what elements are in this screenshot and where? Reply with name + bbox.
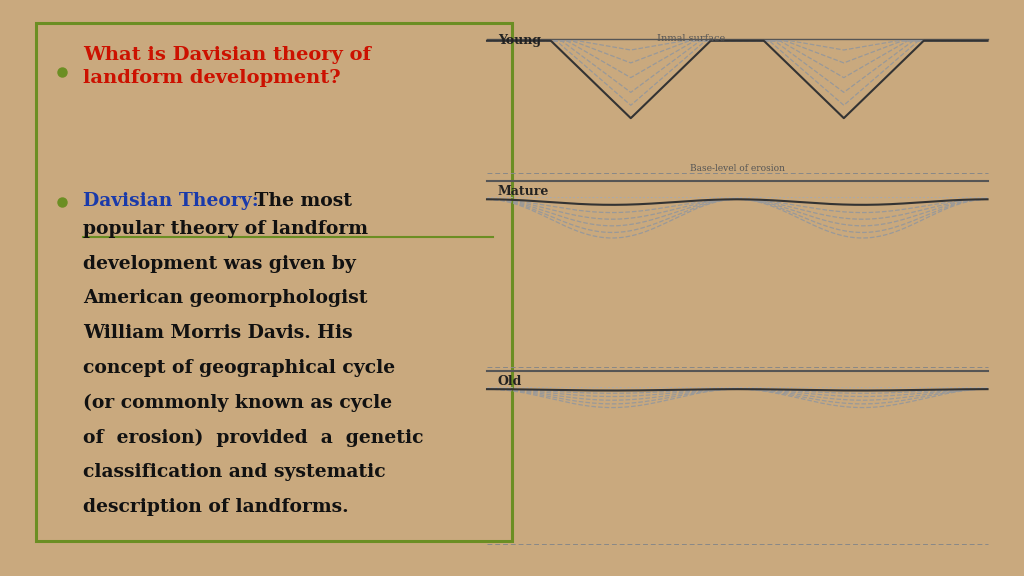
Text: description of landforms.: description of landforms. — [84, 498, 349, 516]
Text: Mature: Mature — [498, 185, 549, 199]
Text: Young: Young — [498, 35, 541, 47]
Text: Old: Old — [498, 376, 522, 388]
Text: The most: The most — [248, 191, 351, 210]
Text: Base-level of erosion: Base-level of erosion — [690, 164, 784, 173]
Text: What is Davisian theory of
landform development?: What is Davisian theory of landform deve… — [84, 46, 372, 88]
Text: Davisian Theory:: Davisian Theory: — [84, 191, 259, 210]
Text: concept of geographical cycle: concept of geographical cycle — [84, 359, 395, 377]
Text: (or commonly known as cycle: (or commonly known as cycle — [84, 394, 392, 412]
Text: of  erosion)  provided  a  genetic: of erosion) provided a genetic — [84, 429, 424, 446]
Text: popular theory of landform: popular theory of landform — [84, 220, 369, 238]
Text: William Morris Davis. His: William Morris Davis. His — [84, 324, 353, 342]
Text: development was given by: development was given by — [84, 255, 356, 273]
Text: American geomorphologist: American geomorphologist — [84, 290, 368, 308]
Text: classification and systematic: classification and systematic — [84, 463, 386, 481]
Text: Inmal surface: Inmal surface — [657, 35, 726, 43]
